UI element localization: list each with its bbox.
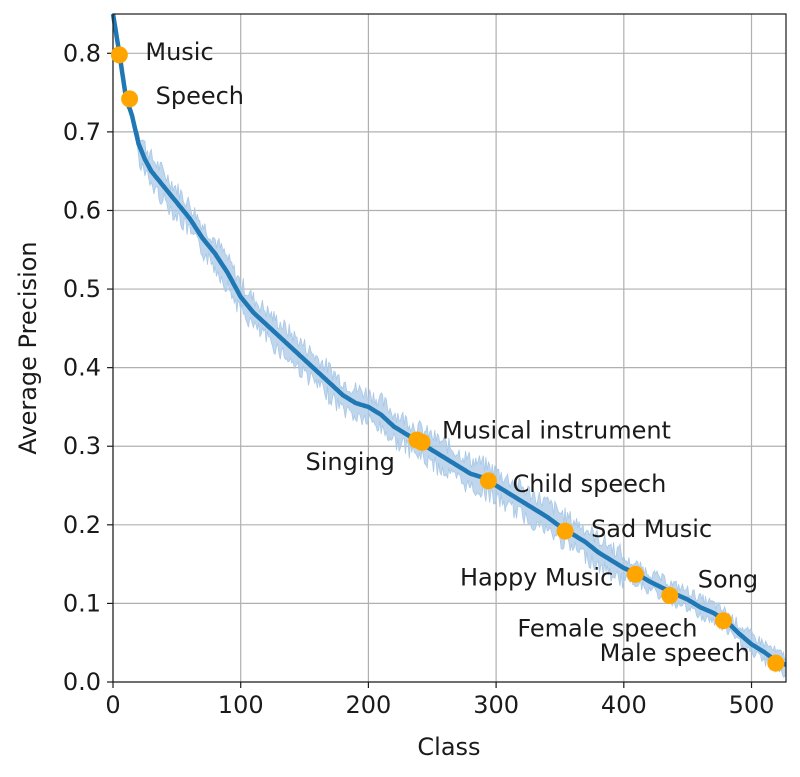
class-label: Female speech [517,615,697,643]
highlighted-class-labels: Music Speech Singing Musical instrument Chil… [145,38,758,667]
class-marker [556,522,574,540]
x-tick-label: 100 [218,691,264,719]
plot-frame [112,13,787,683]
y-tick-label: 0.3 [63,432,101,460]
class-marker [479,472,497,490]
class-label: Music [145,38,213,66]
y-axis-label: Average Precision [14,241,42,454]
x-tick-label: 300 [473,691,519,719]
class-label: Sad Music [591,515,712,543]
class-marker [121,90,139,108]
y-tick-label: 0.1 [63,589,101,617]
y-tick-label: 0.2 [63,511,101,539]
mean-precision-line [110,13,787,667]
class-marker [110,46,128,64]
variance-band [112,13,787,678]
y-tick-label: 0.6 [63,196,101,224]
class-label: Singing [305,448,394,476]
class-label: Musical instrument [442,416,671,444]
x-tick-label: 0 [105,691,120,719]
y-tick-label: 0.5 [63,275,101,303]
x-tick-label: 400 [601,691,647,719]
x-tick-label: 200 [346,691,392,719]
y-tick-label: 0.8 [63,39,101,67]
class-marker [661,587,679,605]
x-axis-label: Class [417,733,480,761]
y-tick-label: 0.7 [63,118,101,146]
class-marker [714,612,732,630]
class-marker [767,654,785,672]
grid-lines [112,14,786,683]
class-label: Happy Music [460,563,613,591]
class-label: Child speech [512,470,666,498]
class-marker [413,433,431,451]
class-marker [626,565,644,583]
x-tick-label: 500 [729,691,775,719]
highlighted-class-markers [110,46,785,672]
axis-ticks: 0 100 200 300 400 500 0.0 0.1 0.2 0.3 0.4 0.5 0.6 0.7… [63,39,775,719]
y-tick-label: 0.4 [63,354,101,382]
class-label: Male speech [600,639,750,667]
class-label: Speech [156,82,244,110]
class-label: Song [698,566,758,594]
y-tick-label: 0.0 [63,668,101,696]
